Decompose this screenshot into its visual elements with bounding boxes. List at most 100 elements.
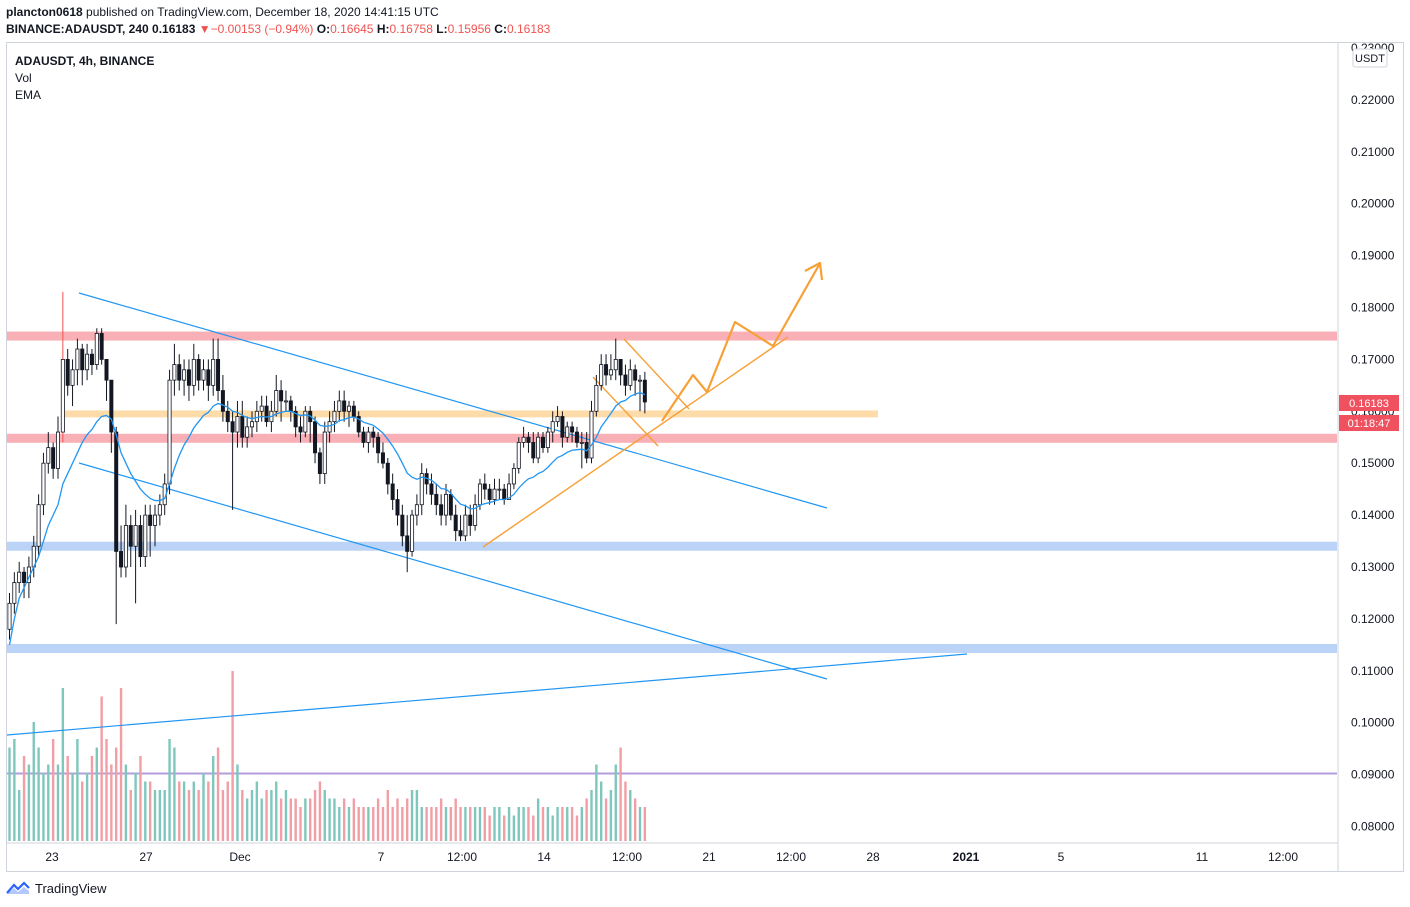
volume-bar (212, 756, 215, 841)
candle-body (322, 431, 327, 474)
current-price-marker: 0.16183 01:18:47 (1339, 395, 1399, 431)
candle-body (143, 514, 148, 558)
currency-badge[interactable]: USDT (1352, 48, 1388, 68)
rising-trendline[interactable] (6, 653, 968, 736)
candle-body (623, 374, 628, 386)
price-tick-label: 0.17000 (1351, 352, 1395, 366)
currency-badge-box[interactable] (1352, 48, 1388, 68)
publication-line: plancton0618 published on TradingView.co… (6, 5, 439, 19)
volume-bar (265, 790, 268, 841)
candle-body (293, 410, 298, 428)
volume-bar (173, 747, 176, 841)
volume-bar (241, 790, 244, 841)
volume-bar (536, 798, 540, 841)
volume-bar (51, 739, 55, 841)
time-tick-label: 5 (1058, 850, 1065, 864)
candle-body (172, 364, 177, 381)
time-tick-label: 12:00 (447, 850, 477, 864)
legend-ema[interactable]: EMA (15, 88, 41, 102)
time-tick-label: 11 (1196, 850, 1209, 864)
volume-bar (275, 781, 278, 841)
volume-bar (604, 798, 608, 841)
volume-bar (318, 781, 322, 841)
zone-support-blue-1[interactable] (7, 541, 1337, 551)
chart-frame[interactable]: 0.230000.220000.210000.200000.190000.180… (6, 41, 1404, 872)
tradingview-brand[interactable]: TradingView (35, 880, 107, 896)
candle-body (313, 421, 318, 454)
time-tick-label: 21 (702, 850, 716, 864)
volume-bar (570, 807, 574, 841)
lower-trendline[interactable] (78, 462, 828, 680)
candle-body (376, 436, 381, 454)
volume-bar (512, 815, 516, 841)
candle-body (473, 504, 478, 526)
candle-body (22, 571, 27, 583)
volume-bar (56, 764, 60, 841)
volume-bar (37, 747, 40, 841)
low-label: L: (436, 22, 448, 36)
symbol-name: BINANCE:ADAUSDT, 240 (6, 22, 149, 36)
countdown-box (1339, 415, 1399, 431)
candle-body (579, 442, 584, 444)
author-name[interactable]: plancton0618 (6, 5, 83, 19)
volume-bar (105, 739, 108, 841)
price-chart[interactable]: 0.230000.220000.210000.200000.190000.180… (6, 41, 1403, 871)
volume-bar (182, 781, 186, 841)
legend-vol[interactable]: Vol (15, 71, 32, 85)
volume-bar (410, 790, 414, 841)
ema-layer (8, 391, 646, 645)
candle-body (395, 499, 400, 516)
candle-body (468, 514, 473, 526)
last-price: 0.16183 (152, 22, 196, 36)
volume-bar (561, 807, 564, 841)
plot-area[interactable] (7, 43, 1337, 843)
candle-body (434, 493, 439, 506)
candle-body (385, 462, 390, 485)
projection-path[interactable] (661, 264, 820, 422)
time-tick-label: 23 (45, 850, 59, 864)
open-value: 0.16645 (330, 22, 374, 36)
ascending-support-line[interactable] (482, 336, 789, 548)
candle-body (249, 421, 254, 428)
volume-bar (459, 807, 462, 841)
volume-bar (449, 807, 453, 841)
price-tick-label: 0.09000 (1351, 768, 1395, 782)
upper-trendline[interactable] (78, 292, 828, 509)
price-tick-label: 0.18000 (1351, 301, 1395, 315)
candle-body (264, 405, 269, 423)
volume-bar (163, 790, 166, 841)
volume-bar (430, 807, 433, 841)
volume-bar (139, 756, 142, 841)
volume-bar (381, 807, 385, 841)
zone-support-upper[interactable] (7, 433, 1337, 443)
volume-bar (284, 790, 288, 841)
volume-bar (313, 790, 317, 841)
volume-bar (32, 722, 35, 841)
volume-bar (66, 756, 69, 841)
price-axis[interactable]: 0.230000.220000.210000.200000.190000.180… (1351, 41, 1395, 834)
volume-bar (124, 764, 128, 841)
candle-body (104, 358, 109, 381)
candle-body (531, 442, 536, 459)
volume-bar (498, 807, 501, 841)
candle-body (119, 551, 124, 568)
zone-resistance[interactable] (7, 331, 1337, 341)
flag-lower-line[interactable] (592, 376, 659, 447)
volume-bar (27, 764, 31, 841)
volume-bar (85, 773, 89, 841)
volume-bar (110, 764, 113, 841)
candle-body (51, 447, 56, 469)
volume-bar (546, 807, 550, 841)
time-axis[interactable]: 23 27 Dec 7 12:00 14 12:00 21 12:00 28 2021 5 11 12:0… (45, 850, 1298, 864)
tradingview-logo-icon (6, 881, 30, 894)
candle-body (46, 447, 51, 464)
candle-body (380, 452, 385, 464)
candle-body (12, 582, 17, 604)
ema-line[interactable] (8, 391, 646, 645)
zone-orange-level[interactable] (63, 410, 878, 418)
volume-bar (503, 815, 506, 841)
candle-body (60, 358, 65, 433)
candle-body (502, 488, 507, 500)
zone-support-blue-2[interactable] (7, 643, 1337, 653)
volume-bar (47, 764, 50, 841)
